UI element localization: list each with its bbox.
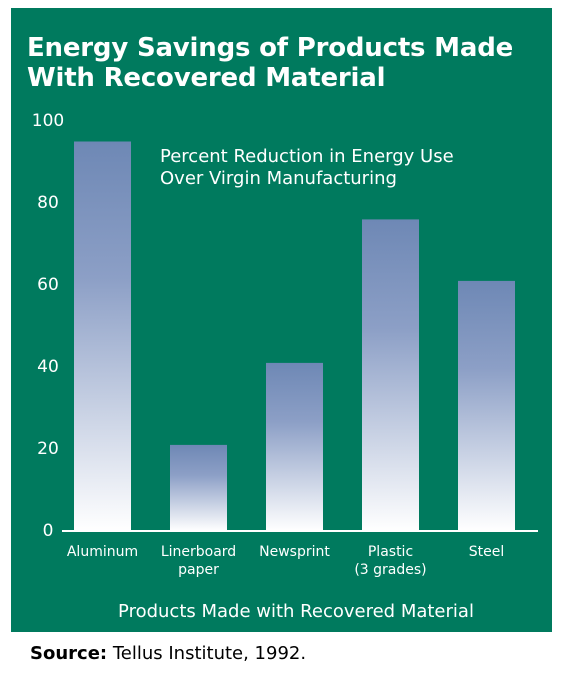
x-tick-label: Aluminum <box>67 544 138 560</box>
chart-annotation: Percent Reduction in Energy Use Over Virg… <box>160 146 454 189</box>
bar-linerboard <box>170 444 227 531</box>
bars-group <box>74 141 515 531</box>
bar-newsprint <box>266 362 323 531</box>
x-axis-title: Products Made with Recovered Material <box>118 601 474 622</box>
y-tick-label: 0 <box>43 521 54 541</box>
source-text: Tellus Institute, 1992. <box>107 643 307 664</box>
bar-steel <box>458 280 515 531</box>
bar-plastic <box>362 219 419 531</box>
bar-aluminum <box>74 141 131 531</box>
y-axis-ticks: 0 20 40 60 80 100 <box>32 111 64 541</box>
x-tick-label: Linerboard paper <box>161 544 236 578</box>
y-tick-label: 20 <box>37 439 59 459</box>
chart-title: Energy Savings of Products Made With Rec… <box>27 33 547 93</box>
x-tick-label: Plastic (3 grades) <box>354 544 426 578</box>
y-tick-label: 80 <box>37 193 59 213</box>
y-tick-label: 60 <box>37 275 59 295</box>
x-tick-label: Steel <box>469 544 505 560</box>
source-label: Source: <box>30 643 108 664</box>
chart-title-line-1: Energy Savings of Products Made <box>27 33 514 63</box>
chart-title-line-2: With Recovered Material <box>27 63 386 93</box>
y-tick-label: 40 <box>37 357 59 377</box>
source-note: Source: Tellus Institute, 1992. <box>30 643 306 664</box>
x-axis-labels: Aluminum Linerboard paper Newsprint Plastic(… <box>67 544 504 578</box>
y-tick-label: 100 <box>32 111 64 131</box>
x-tick-label: Newsprint <box>259 544 330 560</box>
